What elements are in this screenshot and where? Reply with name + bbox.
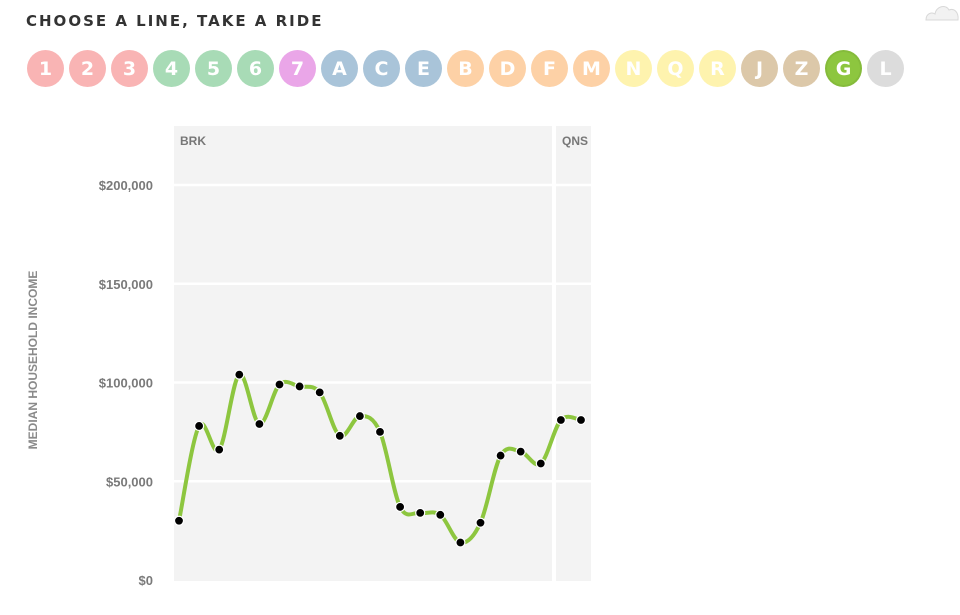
station-point[interactable] [475, 517, 486, 528]
y-tick-label: $200,000 [99, 178, 153, 193]
y-tick-label: $150,000 [99, 277, 153, 292]
line-button-c[interactable]: C [363, 50, 400, 87]
y-tick-label: $100,000 [99, 376, 153, 391]
borough-label-qns: QNS [562, 134, 588, 148]
income-chart: BRK QNS $0 $50,000 $100,000 $150,000 $200,000 M… [26, 126, 591, 588]
station-point[interactable] [173, 515, 185, 526]
line-button-n[interactable]: N [615, 50, 652, 87]
y-axis-label: MEDIAN HOUSEHOLD INCOME [26, 271, 40, 450]
station-point[interactable] [555, 414, 567, 426]
line-button-r[interactable]: R [699, 50, 736, 87]
station-point[interactable] [374, 426, 386, 437]
station-point[interactable] [495, 450, 506, 461]
station-point[interactable] [515, 446, 526, 457]
station-point[interactable] [254, 418, 265, 430]
y-tick-label: $0 [139, 573, 153, 588]
line-button-l[interactable]: L [867, 50, 904, 87]
station-point[interactable] [415, 507, 426, 518]
line-button-q[interactable]: Q [657, 50, 694, 87]
panel-brk [174, 126, 552, 581]
line-button-1[interactable]: 1 [27, 50, 64, 87]
page-heading: CHOOSE A LINE, TAKE A RIDE [26, 12, 324, 30]
station-point[interactable] [435, 509, 446, 520]
line-button-7[interactable]: 7 [279, 50, 316, 87]
station-point[interactable] [194, 420, 205, 432]
station-point[interactable] [455, 537, 466, 548]
station-point[interactable] [214, 444, 225, 455]
panel-qns [556, 126, 591, 581]
cloud-icon [925, 6, 959, 21]
line-button-g[interactable]: G [825, 50, 862, 87]
line-button-2[interactable]: 2 [69, 50, 106, 87]
line-button-j[interactable]: J [741, 50, 778, 87]
station-point[interactable] [334, 430, 345, 441]
station-point[interactable] [294, 381, 305, 392]
station-point[interactable] [354, 410, 365, 422]
station-point[interactable] [274, 379, 285, 390]
line-button-z[interactable]: Z [783, 50, 820, 87]
station-point[interactable] [314, 387, 325, 398]
line-button-e[interactable]: E [405, 50, 442, 87]
line-button-a[interactable]: A [321, 50, 358, 87]
line-button-d[interactable]: D [489, 50, 526, 87]
y-tick-label: $50,000 [106, 474, 153, 489]
line-button-m[interactable]: M [573, 50, 610, 87]
line-button-b[interactable]: B [447, 50, 484, 87]
line-button-4[interactable]: 4 [153, 50, 190, 87]
station-point[interactable] [395, 501, 406, 513]
station-point[interactable] [575, 414, 587, 426]
station-point[interactable] [234, 369, 245, 380]
line-button-3[interactable]: 3 [111, 50, 148, 87]
station-point[interactable] [535, 458, 546, 469]
borough-label-brk: BRK [180, 134, 206, 148]
line-button-5[interactable]: 5 [195, 50, 232, 87]
line-button-f[interactable]: F [531, 50, 568, 87]
line-button-6[interactable]: 6 [237, 50, 274, 87]
